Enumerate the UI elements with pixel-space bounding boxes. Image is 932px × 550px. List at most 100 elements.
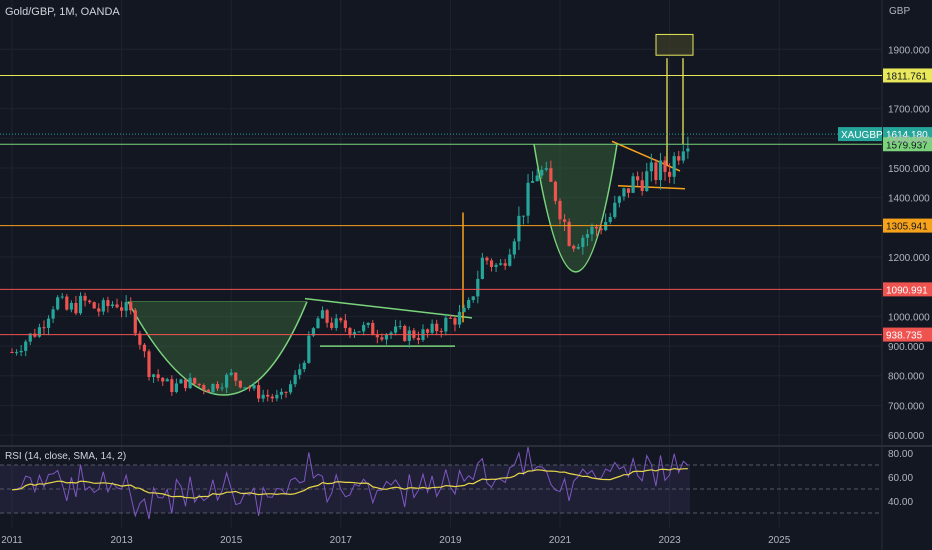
candle-body	[183, 379, 188, 389]
candle-body	[243, 387, 247, 389]
candle-body	[407, 330, 411, 341]
candle-body	[485, 257, 489, 261]
candle-body	[14, 352, 19, 354]
candle-body	[362, 325, 366, 332]
candle-body	[238, 380, 242, 388]
candle-body	[33, 333, 37, 337]
candle-body	[275, 394, 279, 399]
candle-body	[439, 331, 443, 333]
candle-body	[284, 391, 288, 393]
candle-body	[608, 217, 612, 223]
candle-body	[494, 264, 498, 267]
candle-body	[202, 385, 206, 390]
rsi-tick-label: 80.00	[888, 449, 913, 460]
candle-body	[37, 327, 41, 337]
candle-body	[435, 323, 439, 332]
level-label: 938.735	[886, 331, 923, 342]
rsi-pane	[11, 446, 689, 520]
candle-body	[156, 374, 160, 378]
candle-body	[193, 377, 197, 384]
candle-body	[320, 310, 325, 319]
candle-body	[307, 335, 311, 363]
candle-body	[389, 332, 393, 335]
price-tick-label: 1700.000	[888, 105, 930, 116]
candle-body	[476, 278, 480, 297]
rsi-tick-label: 40.00	[888, 497, 913, 508]
candle-body	[371, 322, 375, 336]
handle-top-line-1	[304, 297, 473, 319]
candle-body	[170, 379, 174, 392]
candle-body	[69, 302, 73, 310]
target-box	[655, 33, 694, 56]
candle-body	[46, 318, 51, 328]
price-tick-label: 1900.000	[888, 45, 930, 56]
time-axis: 2011 2013 2015 2017 2019 2021 2023 2025	[1, 535, 791, 546]
candle-body	[499, 263, 503, 265]
price-axis: 1900.000 1700.000 1600.000 1500.000 1400.000…	[888, 45, 930, 508]
cup-curve-2	[533, 144, 618, 273]
candle-body	[658, 160, 663, 181]
level-label-bg	[883, 68, 932, 83]
candle-body	[42, 327, 46, 329]
candle-body	[129, 302, 133, 311]
candle-body	[165, 379, 169, 382]
candle-body	[585, 234, 589, 238]
candle-body	[225, 374, 229, 388]
candle-body	[133, 310, 137, 334]
price-tick-label: 700.000	[888, 401, 925, 412]
candle-body	[279, 391, 284, 395]
candle-body	[257, 385, 261, 399]
candle-body	[394, 326, 398, 333]
price-tick-label: 1500.000	[888, 164, 930, 175]
candle-body	[594, 226, 599, 229]
candle-body	[234, 372, 238, 381]
candle-body	[215, 383, 220, 389]
candle-body	[325, 310, 329, 323]
candle-body	[398, 326, 402, 328]
candle-body	[535, 175, 539, 182]
candle-body	[503, 263, 507, 266]
candle-body	[544, 168, 548, 170]
candle-body	[51, 309, 55, 319]
candle-body	[567, 221, 571, 246]
candle-body	[124, 302, 128, 311]
candle-body	[521, 215, 526, 217]
candle-body	[316, 318, 320, 329]
candle-body	[512, 241, 516, 255]
candle-body	[508, 254, 512, 266]
candle-body	[572, 245, 576, 249]
price-tick-label: 1600.000	[888, 134, 930, 145]
time-tick-label: 2013	[110, 535, 133, 546]
candle-body	[686, 148, 690, 152]
candle-body	[120, 307, 124, 311]
time-tick-label: 2025	[768, 535, 791, 546]
candle-body	[613, 202, 617, 218]
wedge-bottom-line	[617, 185, 686, 190]
candle-body	[677, 156, 681, 161]
candle-body	[636, 176, 640, 181]
level-label-bg	[883, 327, 932, 342]
price-tick-label: 1400.000	[888, 194, 930, 205]
rsi-ma-line	[11, 467, 688, 499]
candle-body	[88, 300, 92, 303]
candle-body	[517, 215, 521, 242]
candle-body	[97, 308, 101, 312]
candle-body	[179, 379, 183, 384]
candle-body	[206, 389, 210, 393]
candle-body	[480, 257, 484, 279]
candle-body	[252, 385, 256, 389]
candle-body	[457, 311, 462, 325]
candle-body	[83, 295, 87, 301]
candle-body	[161, 377, 165, 382]
price-tick-label: 1200.000	[888, 253, 930, 264]
candle-body	[115, 304, 119, 308]
rsi-tick-label: 60.00	[888, 473, 913, 484]
rsi-line	[11, 446, 689, 520]
candle-body	[462, 308, 466, 312]
candle-body	[581, 237, 585, 247]
level-label: 1090.991	[886, 285, 928, 296]
